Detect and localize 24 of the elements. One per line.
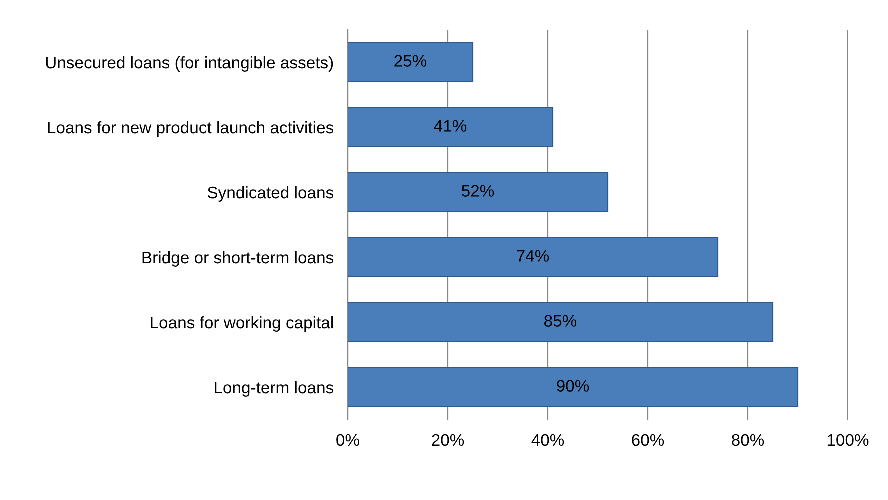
y-tick-label: Loans for working capital — [151, 316, 334, 332]
y-tick-label: Syndicated loans — [208, 186, 334, 202]
data-label: 90% — [557, 380, 590, 392]
y-tick-label: Long-term loans — [215, 381, 334, 397]
bar — [348, 367, 799, 408]
x-tick-label: 100% — [828, 434, 869, 446]
bar — [348, 42, 474, 83]
bar — [348, 107, 554, 148]
data-label: 41% — [434, 120, 467, 132]
bar — [348, 237, 719, 278]
y-tick-label: Unsecured loans (for intangible assets) — [46, 56, 334, 72]
x-tick-label: 80% — [732, 434, 764, 446]
x-tick-label: 20% — [432, 434, 464, 446]
x-tick-label: 40% — [532, 434, 564, 446]
data-label: 85% — [544, 315, 577, 327]
data-label: 25% — [394, 55, 427, 67]
y-tick-label: Loans for new product launch activities — [48, 121, 334, 137]
bar — [348, 172, 609, 213]
x-tick-label: 60% — [632, 434, 664, 446]
data-label: 74% — [517, 250, 550, 262]
y-tick-label: Bridge or short-term loans — [142, 251, 334, 267]
x-tick-label: 0% — [336, 434, 360, 446]
bar — [348, 302, 774, 343]
data-label: 52% — [462, 185, 494, 197]
